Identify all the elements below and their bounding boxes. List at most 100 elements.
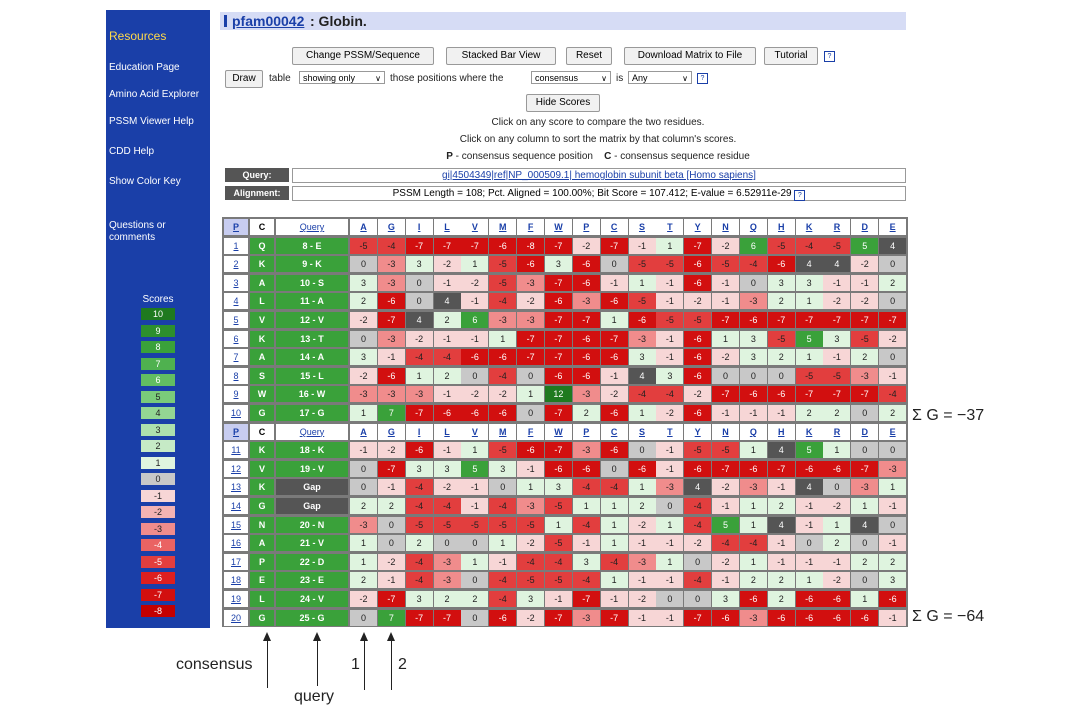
reset-button[interactable]: Reset xyxy=(566,47,612,65)
score-cell[interactable]: 2 xyxy=(823,405,851,421)
score-cell[interactable]: -3 xyxy=(517,498,545,514)
score-cell[interactable]: -6 xyxy=(739,386,767,403)
hide-scores-button[interactable]: Hide Scores xyxy=(526,94,600,112)
score-cell[interactable]: 0 xyxy=(600,460,628,477)
residue-header-N[interactable]: N xyxy=(712,423,740,440)
value-select[interactable]: Any ∨ xyxy=(628,71,692,84)
score-cell[interactable]: -1 xyxy=(461,293,489,310)
score-cell[interactable]: -5 xyxy=(544,498,572,514)
change-pssm-button[interactable]: Change PSSM/Sequence xyxy=(292,47,434,65)
score-cell[interactable]: -6 xyxy=(572,349,600,366)
score-cell[interactable]: 2 xyxy=(350,572,377,589)
score-cell[interactable]: -4 xyxy=(405,498,433,514)
score-cell[interactable]: 1 xyxy=(489,330,517,347)
residue-header-F[interactable]: F xyxy=(517,219,545,235)
score-cell[interactable]: -5 xyxy=(350,237,377,254)
score-cell[interactable]: -1 xyxy=(628,237,656,254)
score-cell[interactable]: -7 xyxy=(544,330,572,347)
score-cell[interactable]: -1 xyxy=(795,498,823,514)
score-cell[interactable]: -4 xyxy=(684,572,712,589)
score-cell[interactable]: 1 xyxy=(795,349,823,366)
score-cell[interactable]: -6 xyxy=(684,460,712,477)
residue-header-C[interactable]: C xyxy=(600,423,628,440)
score-cell[interactable]: -7 xyxy=(795,312,823,328)
score-cell[interactable]: 0 xyxy=(628,442,656,459)
score-cell[interactable]: 2 xyxy=(851,553,879,570)
score-cell[interactable]: -3 xyxy=(489,312,517,328)
residue-header-R[interactable]: R xyxy=(823,423,851,440)
score-cell[interactable]: -7 xyxy=(517,330,545,347)
score-cell[interactable]: -5 xyxy=(461,516,489,533)
residue-header-F[interactable]: F xyxy=(517,423,545,440)
score-cell[interactable]: -6 xyxy=(823,591,851,607)
score-cell[interactable]: -3 xyxy=(433,553,461,570)
score-cell[interactable]: -1 xyxy=(600,274,628,291)
score-cell[interactable]: 2 xyxy=(795,405,823,421)
score-cell[interactable]: -4 xyxy=(739,535,767,552)
score-cell[interactable]: -7 xyxy=(544,405,572,421)
score-cell[interactable]: 2 xyxy=(767,591,795,607)
score-cell[interactable]: -1 xyxy=(656,460,684,477)
score-cell[interactable]: -4 xyxy=(433,349,461,366)
position-link[interactable]: 2 xyxy=(224,256,248,273)
score-cell[interactable]: -1 xyxy=(628,535,656,552)
position-link[interactable]: 1 xyxy=(224,237,248,254)
score-cell[interactable]: 3 xyxy=(350,349,377,366)
score-cell[interactable]: 1 xyxy=(879,479,907,496)
score-cell[interactable]: -2 xyxy=(712,553,740,570)
score-cell[interactable]: 1 xyxy=(517,386,545,403)
score-cell[interactable]: 0 xyxy=(879,256,907,273)
score-cell[interactable]: 1 xyxy=(461,442,489,459)
score-cell[interactable]: 1 xyxy=(350,535,377,552)
score-cell[interactable]: -2 xyxy=(684,293,712,310)
residue-header-D[interactable]: D xyxy=(851,219,879,235)
score-cell[interactable]: -5 xyxy=(489,274,517,291)
residue-header-H[interactable]: H xyxy=(767,219,795,235)
score-cell[interactable]: 0 xyxy=(739,274,767,291)
score-cell[interactable]: 1 xyxy=(795,572,823,589)
score-cell[interactable]: -1 xyxy=(628,572,656,589)
score-cell[interactable]: 1 xyxy=(851,498,879,514)
p-column-header[interactable]: P xyxy=(224,423,248,440)
score-cell[interactable]: -1 xyxy=(461,330,489,347)
score-cell[interactable]: -2 xyxy=(489,386,517,403)
score-cell[interactable]: -6 xyxy=(517,442,545,459)
score-cell[interactable]: 1 xyxy=(739,516,767,533)
score-cell[interactable]: 3 xyxy=(433,460,461,477)
score-cell[interactable]: -1 xyxy=(712,498,740,514)
score-cell[interactable]: -7 xyxy=(851,312,879,328)
score-cell[interactable]: 3 xyxy=(739,349,767,366)
score-cell[interactable]: -4 xyxy=(489,367,517,384)
score-cell[interactable]: 0 xyxy=(517,405,545,421)
score-cell[interactable]: -2 xyxy=(684,386,712,403)
score-cell[interactable]: 3 xyxy=(405,460,433,477)
score-cell[interactable]: 1 xyxy=(656,516,684,533)
score-cell[interactable]: -2 xyxy=(517,535,545,552)
residue-header-T[interactable]: T xyxy=(656,219,684,235)
score-cell[interactable]: 2 xyxy=(823,535,851,552)
score-cell[interactable]: -1 xyxy=(433,274,461,291)
residue-header-L[interactable]: L xyxy=(433,423,461,440)
score-cell[interactable]: -1 xyxy=(433,330,461,347)
score-cell[interactable]: -1 xyxy=(656,572,684,589)
score-cell[interactable]: -7 xyxy=(767,460,795,477)
score-cell[interactable]: -5 xyxy=(823,367,851,384)
query-column-header[interactable]: Query xyxy=(276,423,348,440)
score-cell[interactable]: -7 xyxy=(851,460,879,477)
score-cell[interactable]: -2 xyxy=(350,312,377,328)
score-cell[interactable]: -6 xyxy=(879,591,907,607)
residue-header-Y[interactable]: Y xyxy=(684,219,712,235)
score-cell[interactable]: -6 xyxy=(823,609,851,626)
score-cell[interactable]: -6 xyxy=(684,367,712,384)
residue-header-G[interactable]: G xyxy=(377,219,405,235)
score-cell[interactable]: 2 xyxy=(851,349,879,366)
score-cell[interactable]: -1 xyxy=(656,293,684,310)
score-cell[interactable]: 3 xyxy=(572,553,600,570)
alignment-help-icon[interactable]: ? xyxy=(794,190,806,201)
residue-header-P[interactable]: P xyxy=(572,219,600,235)
position-link[interactable]: 3 xyxy=(224,274,248,291)
position-link[interactable]: 5 xyxy=(224,312,248,328)
score-cell[interactable]: -4 xyxy=(572,516,600,533)
position-link[interactable]: 4 xyxy=(224,293,248,310)
score-cell[interactable]: -7 xyxy=(572,312,600,328)
